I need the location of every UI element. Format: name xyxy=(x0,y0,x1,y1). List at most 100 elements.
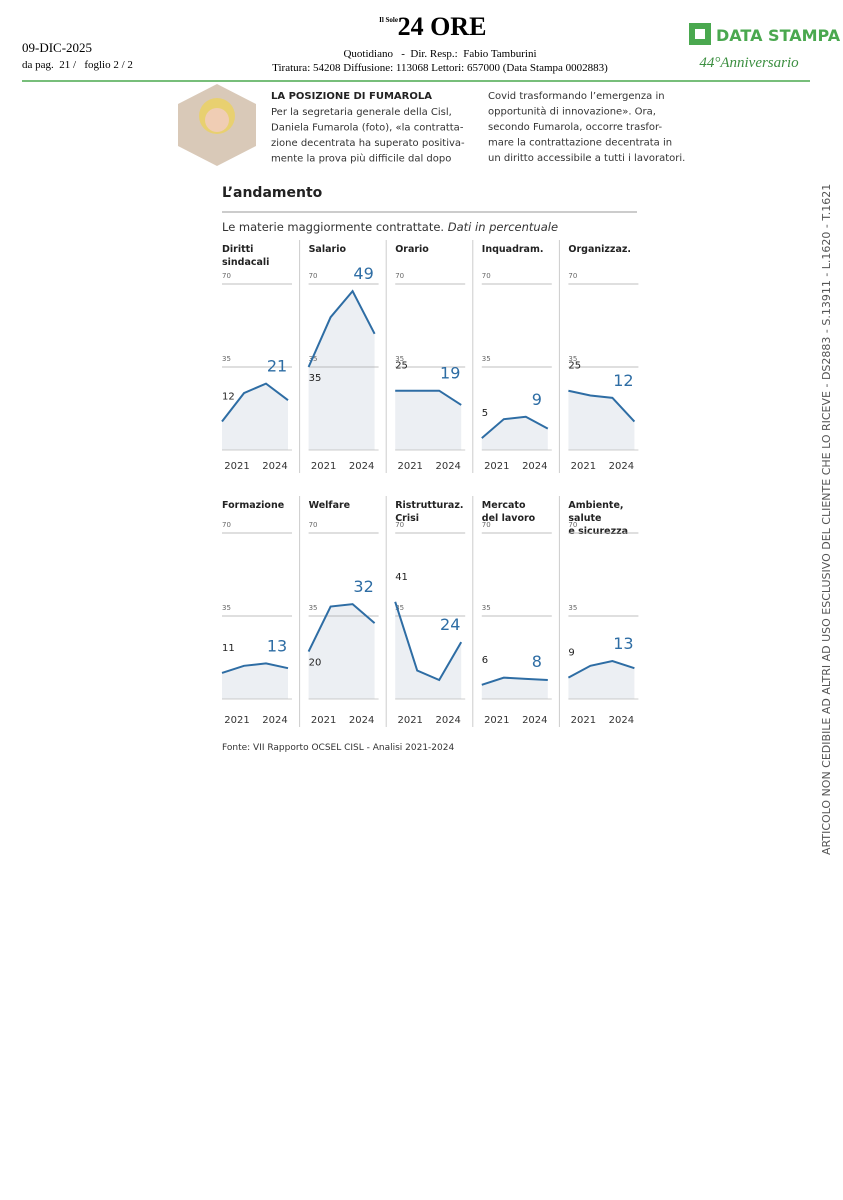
area xyxy=(222,663,288,699)
panel-title: Formazione xyxy=(222,500,284,511)
value-label: 12 xyxy=(222,392,235,403)
y-tick-label: 70 xyxy=(482,272,491,280)
page-ref: da pag. 21 / foglio 2 / 2 xyxy=(22,59,133,71)
panel-title: Organizzaz. xyxy=(568,244,631,255)
panel-title: Ristrutturaz. Crisi xyxy=(395,500,463,524)
brand: DATA STAMPA xyxy=(716,26,841,45)
x-tick-label: 2021 xyxy=(397,461,422,472)
area xyxy=(308,604,375,699)
y-tick-label: 35 xyxy=(395,355,404,363)
figure-title: L’andamento xyxy=(222,185,323,201)
article-line: zione decentrata ha superato positiva- xyxy=(271,138,465,149)
area xyxy=(568,390,635,450)
area xyxy=(395,390,462,450)
article-line: mente la prova più difficile dal dopo xyxy=(271,153,451,165)
y-tick-label: 70 xyxy=(222,521,231,529)
value-label: 49 xyxy=(353,264,373,283)
line xyxy=(395,389,462,406)
panel-title: Orario xyxy=(395,244,429,255)
value-label: 19 xyxy=(440,364,460,383)
area xyxy=(568,661,635,699)
side-note: ARTICOLO NON CEDIBILE AD ALTRI AD USO ES… xyxy=(820,184,833,855)
value-label: 25 xyxy=(395,361,408,372)
y-tick-label: 35 xyxy=(222,355,231,363)
logo: 24 ORE xyxy=(398,12,487,41)
area xyxy=(481,677,548,699)
y-tick-label: 35 xyxy=(568,355,577,363)
y-tick-label: 35 xyxy=(395,604,404,612)
y-tick-label: 70 xyxy=(395,521,404,529)
x-tick-label: 2021 xyxy=(224,461,249,472)
y-tick-label: 35 xyxy=(482,355,491,363)
x-tick-label: 2021 xyxy=(224,715,249,726)
x-tick-label: 2024 xyxy=(522,461,547,472)
value-label: 13 xyxy=(267,636,287,655)
x-tick-label: 2024 xyxy=(349,461,374,472)
figure-source: Fonte: VII Rapporto OCSEL CISL - Analisi… xyxy=(222,743,454,753)
brand-icon-inner xyxy=(695,29,705,39)
x-tick-label: 2024 xyxy=(262,461,287,472)
y-tick-label: 70 xyxy=(482,521,491,529)
y-tick-label: 35 xyxy=(309,604,318,612)
value-label: 35 xyxy=(309,373,322,384)
article-line: secondo Fumarola, occorre trasfor- xyxy=(488,122,663,133)
x-tick-label: 2021 xyxy=(484,715,509,726)
article-line: opportunità di innovazione». Ora, xyxy=(488,106,656,118)
x-tick-label: 2024 xyxy=(262,715,287,726)
line xyxy=(221,382,289,423)
y-tick-label: 70 xyxy=(222,272,231,280)
y-tick-label: 70 xyxy=(395,272,404,280)
logo-small: Il Sole xyxy=(379,16,398,24)
article-line: Daniela Fumarola (foto), «la contratta- xyxy=(271,123,464,134)
line xyxy=(307,289,376,368)
panel-title: Mercato del lavoro xyxy=(482,500,536,524)
value-label: 5 xyxy=(482,408,488,419)
line xyxy=(221,662,289,674)
line xyxy=(307,603,376,653)
value-label: 13 xyxy=(613,634,633,653)
portrait-face xyxy=(205,108,229,132)
x-tick-label: 2024 xyxy=(435,461,460,472)
x-tick-label: 2021 xyxy=(484,461,509,472)
x-tick-label: 2021 xyxy=(311,715,336,726)
circulation: Tiratura: 54208 Diffusione: 113068 Letto… xyxy=(272,62,608,74)
value-label: 6 xyxy=(482,655,488,666)
x-tick-label: 2021 xyxy=(571,715,596,726)
x-tick-label: 2024 xyxy=(349,715,374,726)
subtitle-note: Dati in percentuale xyxy=(448,220,558,234)
x-tick-label: 2024 xyxy=(522,715,547,726)
value-label: 9 xyxy=(568,648,574,659)
y-tick-label: 70 xyxy=(568,272,577,280)
area xyxy=(481,416,548,450)
line xyxy=(394,601,463,682)
article-line: Covid trasformando l’emergenza in xyxy=(488,91,665,102)
y-tick-label: 35 xyxy=(222,604,231,612)
x-tick-label: 2024 xyxy=(435,715,460,726)
value-label: 41 xyxy=(395,572,408,583)
value-label: 24 xyxy=(440,615,460,634)
value-label: 21 xyxy=(267,357,287,376)
value-label: 11 xyxy=(222,643,235,654)
y-tick-label: 70 xyxy=(309,272,318,280)
value-label: 32 xyxy=(353,577,373,596)
anniversary: 44°Anniversario xyxy=(699,55,799,71)
value-label: 12 xyxy=(613,371,633,390)
y-tick-label: 35 xyxy=(568,604,577,612)
x-tick-label: 2021 xyxy=(311,461,336,472)
panel-title: Welfare xyxy=(309,500,351,511)
subtitle: Le materie maggiormente contrattate. xyxy=(222,220,444,234)
line xyxy=(568,389,636,423)
x-tick-label: 2024 xyxy=(609,715,634,726)
article-column: Per la segretaria generale della Cisl, Da… xyxy=(271,107,465,165)
masthead-info: Quotidiano - Dir. Resp.: Fabio Tamburini xyxy=(343,48,536,60)
article-line: un diritto accessibile a tutti i lavorat… xyxy=(488,153,685,164)
y-tick-label: 70 xyxy=(309,521,318,529)
date: 09-DIC-2025 xyxy=(22,40,92,55)
panel-title: Diritti sindacali xyxy=(222,244,269,268)
panel-title: Ambiente, salute e sicurezza xyxy=(568,500,628,537)
line xyxy=(481,415,549,439)
panel-title: Salario xyxy=(309,244,347,255)
line xyxy=(567,660,635,679)
article-heading: LA POSIZIONE DI FUMAROLA xyxy=(271,91,432,102)
